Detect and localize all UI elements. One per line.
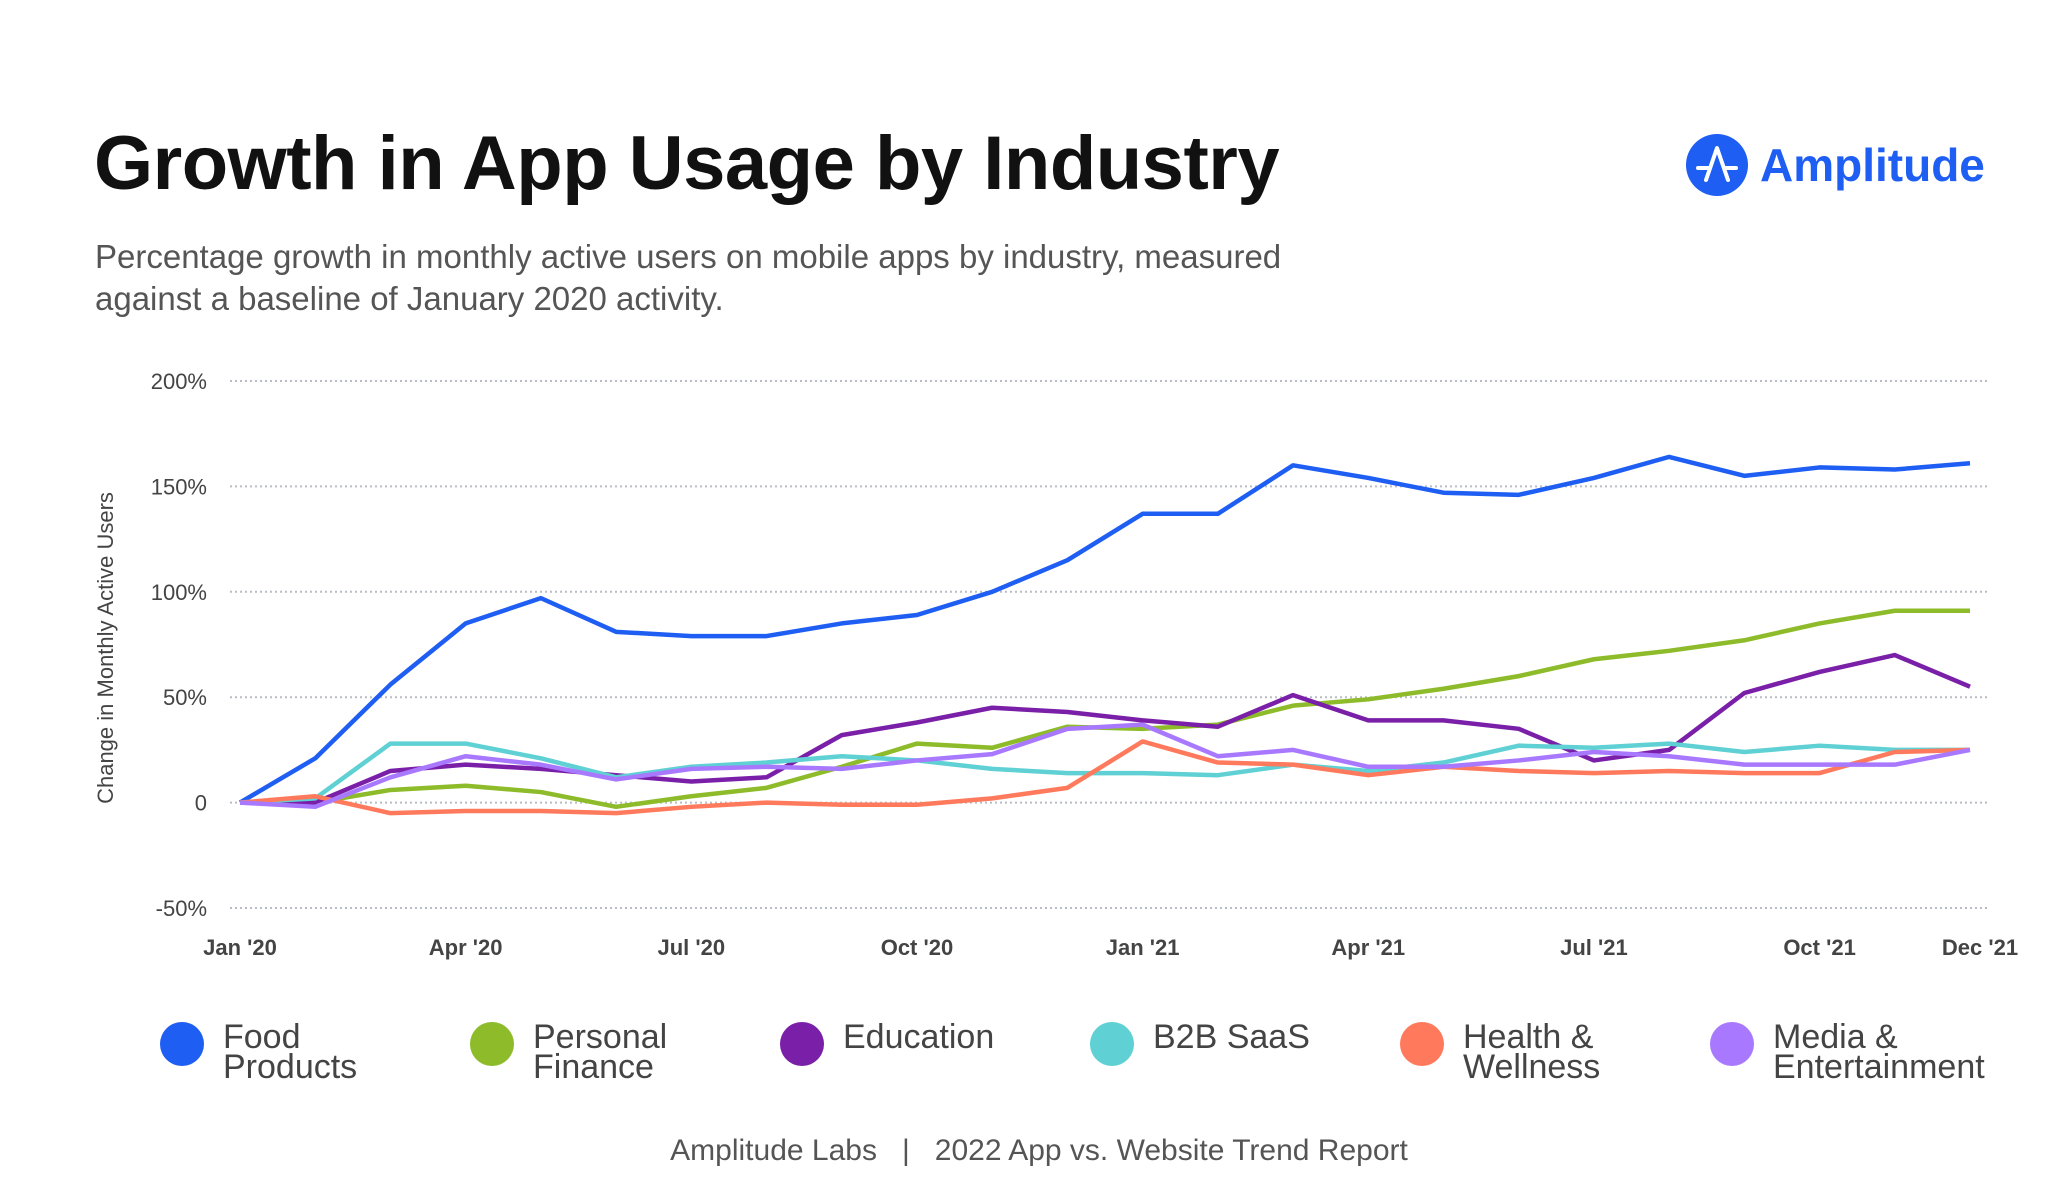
- x-tick-label: Oct '20: [881, 935, 954, 960]
- series-line-b2b-saas: [239, 741, 1970, 805]
- y-tick-label: 150%: [151, 474, 207, 499]
- line-chart: 200% 150% 100% 50% 0 -50% Jan '20 Apr '20 Jul '…: [93, 369, 2018, 960]
- x-tick-label: Apr '21: [1331, 935, 1405, 960]
- legend-swatch: [1090, 1022, 1134, 1066]
- chart-title: Growth in App Usage by Industry: [94, 121, 1280, 206]
- legend-item: B2B SaaS: [1090, 1018, 1400, 1082]
- y-tick-label: 200%: [151, 369, 207, 394]
- series-line-personal: [240, 608, 1970, 810]
- legend-item: Media & Entertainment: [1710, 1018, 2020, 1086]
- series-line-education: [240, 652, 1971, 805]
- y-axis-label: Change in Monthly Active Users: [93, 492, 118, 804]
- legend: Food Products Personal Finance Education B2…: [160, 1018, 2020, 1086]
- footer-source: Amplitude Labs: [670, 1134, 877, 1167]
- x-tick-label: Apr '20: [429, 935, 503, 960]
- x-tick-label: Jan '21: [1106, 935, 1180, 960]
- x-tick-label: Jan '20: [203, 935, 277, 960]
- y-tick-label: 0: [195, 791, 207, 816]
- legend-item: Personal Finance: [470, 1018, 780, 1086]
- x-tick-label: Jul '20: [657, 935, 725, 960]
- legend-label: Food Products: [223, 1018, 358, 1086]
- footer-report: 2022 App vs. Website Trend Report: [934, 1134, 1408, 1167]
- legend-item: Food Products: [160, 1018, 470, 1086]
- legend-item: Health & Wellness: [1400, 1018, 1710, 1086]
- amplitude-logo: Amplitude: [1686, 134, 1985, 196]
- legend-label: Education: [843, 1018, 995, 1056]
- legend-item: Education: [780, 1018, 1090, 1082]
- footer-separator: |: [901, 1134, 910, 1167]
- legend-swatch: [1710, 1022, 1754, 1066]
- y-tick-label: 50%: [163, 685, 207, 710]
- x-tick-label: Dec '21: [1942, 935, 2018, 960]
- y-tick-label: 100%: [151, 580, 207, 605]
- legend-label: Media & Entertainment: [1773, 1018, 1985, 1086]
- amplitude-logo-icon: [1686, 134, 1748, 196]
- footer: Amplitude Labs | 2022 App vs. Website Tr…: [0, 1134, 2048, 1168]
- legend-swatch: [160, 1022, 204, 1066]
- legend-label: Personal Finance: [533, 1018, 668, 1086]
- legend-swatch: [1400, 1022, 1444, 1066]
- series-line-health-: [239, 739, 1971, 816]
- legend-label: Health & Wellness: [1463, 1018, 1601, 1086]
- x-tick-label: Oct '21: [1783, 935, 1856, 960]
- series-line-media-: [239, 722, 1971, 810]
- logo-text: Amplitude: [1760, 139, 1985, 191]
- y-tick-label: -50%: [156, 896, 207, 921]
- legend-label: B2B SaaS: [1153, 1018, 1310, 1056]
- legend-swatch: [780, 1022, 824, 1066]
- x-tick-label: Jul '21: [1560, 935, 1628, 960]
- series-line-food: [238, 454, 1971, 805]
- legend-swatch: [470, 1022, 514, 1066]
- chart-subtitle: Percentage growth in monthly active user…: [95, 238, 1282, 317]
